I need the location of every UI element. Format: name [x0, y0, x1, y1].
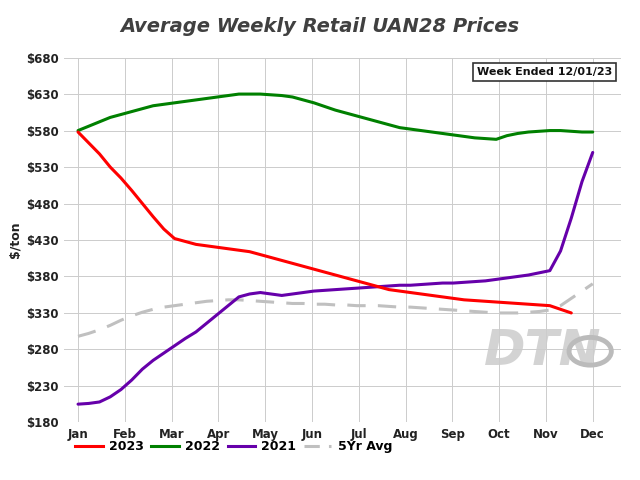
Y-axis label: $/ton: $/ton [8, 222, 22, 258]
Text: Average Weekly Retail UAN28 Prices: Average Weekly Retail UAN28 Prices [120, 17, 520, 36]
Text: Week Ended 12/01/23: Week Ended 12/01/23 [477, 67, 612, 77]
Legend: 2023, 2022, 2021, 5Yr Avg: 2023, 2022, 2021, 5Yr Avg [70, 435, 397, 458]
Text: DTN: DTN [484, 327, 602, 375]
